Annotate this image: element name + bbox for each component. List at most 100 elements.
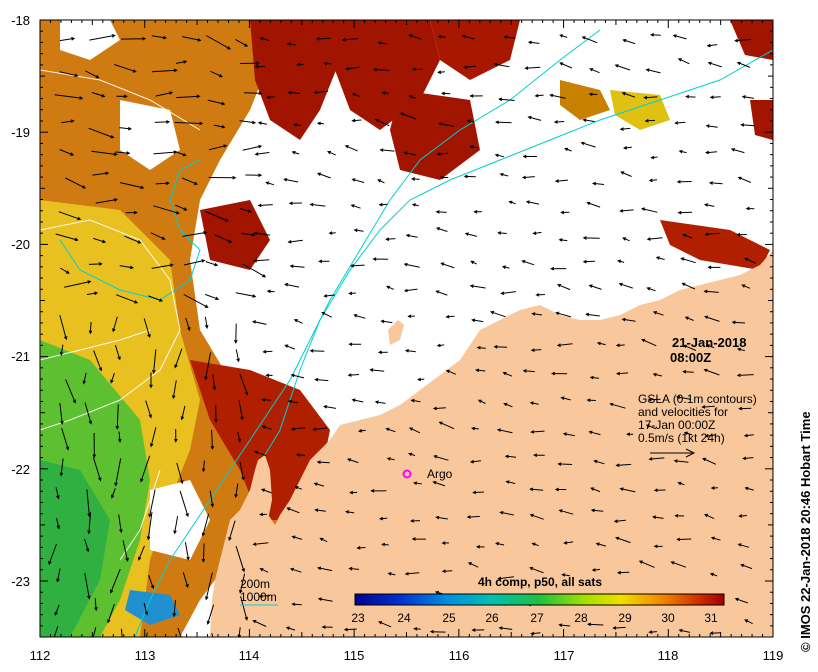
velocity-arrow xyxy=(403,151,417,156)
velocity-arrow xyxy=(622,237,630,242)
velocity-arrow xyxy=(500,291,516,295)
velocity-arrow xyxy=(296,62,304,67)
velocity-arrow xyxy=(148,295,164,302)
velocity-arrow xyxy=(706,43,718,48)
velocity-arrow xyxy=(590,487,601,493)
velocity-arrow xyxy=(615,371,629,376)
velocity-arrow xyxy=(645,424,657,430)
velocity-arrow xyxy=(173,516,179,535)
velocity-arrow xyxy=(293,123,302,127)
velocity-arrow xyxy=(377,350,388,355)
velocity-arrow xyxy=(589,375,600,380)
velocity-arrow xyxy=(621,92,636,98)
velocity-arrow xyxy=(174,121,204,126)
velocity-arrow xyxy=(242,144,263,151)
velocity-arrow xyxy=(405,233,418,238)
velocity-arrow xyxy=(177,627,182,637)
velocity-arrow xyxy=(731,320,746,325)
gsla-contours xyxy=(40,69,201,561)
velocity-arrow xyxy=(262,349,273,354)
velocity-arrow xyxy=(381,542,389,547)
velocity-arrow xyxy=(92,171,110,176)
velocity-arrow xyxy=(560,210,570,215)
velocity-arrow xyxy=(680,257,696,264)
velocity-arrow xyxy=(254,64,265,69)
velocity-arrow xyxy=(84,538,90,553)
velocity-arrow xyxy=(476,345,486,350)
velocity-arrow xyxy=(92,457,102,482)
velocity-arrow xyxy=(436,152,449,156)
velocity-arrow xyxy=(445,369,456,375)
velocity-arrow xyxy=(413,481,422,486)
velocity-arrow xyxy=(59,149,75,156)
lon-label: 113 xyxy=(135,648,156,663)
velocity-arrow xyxy=(435,290,448,296)
lat-label: -23 xyxy=(11,574,30,589)
velocity-arrow xyxy=(285,626,296,631)
velocity-arrow xyxy=(84,402,93,425)
velocity-arrow xyxy=(497,231,507,235)
velocity-arrow xyxy=(648,457,665,461)
velocity-arrow xyxy=(585,312,600,317)
velocity-arrow xyxy=(323,405,336,409)
velocity-arrow xyxy=(593,459,605,465)
velocity-arrow xyxy=(522,369,535,373)
velocity-arrow xyxy=(323,294,335,298)
velocity-arrow xyxy=(348,342,362,347)
velocity-arrow xyxy=(114,64,137,73)
velocity-arrow xyxy=(326,151,336,156)
velocity-arrow xyxy=(65,177,87,189)
velocity-arrow xyxy=(678,149,687,154)
velocity-arrow xyxy=(235,38,249,47)
velocity-arrow xyxy=(377,41,387,45)
velocity-arrow xyxy=(176,94,201,99)
velocity-arrow xyxy=(441,569,453,574)
velocity-arrow xyxy=(705,124,718,128)
velocity-arrow xyxy=(313,482,325,487)
velocity-arrow xyxy=(59,344,64,356)
velocity-arrow xyxy=(152,349,157,375)
velocity-arrow xyxy=(522,154,537,159)
velocity-arrow xyxy=(86,291,99,296)
velocity-arrow xyxy=(618,282,633,289)
velocity-arrow xyxy=(253,231,270,236)
velocity-arrow xyxy=(239,207,252,213)
info-line-2: and velocities for xyxy=(638,405,728,419)
velocity-arrow xyxy=(475,368,486,373)
velocity-arrow xyxy=(61,119,75,124)
velocity-arrow xyxy=(115,151,131,155)
velocity-arrow xyxy=(201,460,206,473)
info-line-4: 0.5m/s (1kt 24h) xyxy=(638,431,725,445)
velocity-arrow xyxy=(149,427,157,448)
lon-label: 118 xyxy=(658,648,679,663)
velocity-arrow xyxy=(432,406,446,411)
velocity-arrow xyxy=(372,67,390,72)
velocity-arrow xyxy=(59,267,70,274)
velocity-arrow xyxy=(286,507,300,514)
velocity-arrow xyxy=(120,628,123,637)
velocity-arrow xyxy=(497,576,514,581)
velocity-arrow xyxy=(435,227,448,232)
velocity-arrow xyxy=(564,147,572,152)
velocity-arrow xyxy=(704,150,718,155)
velocity-arrow xyxy=(214,234,233,243)
colorbar-title: 4h comp, p50, all sats xyxy=(478,575,602,589)
velocity-arrow xyxy=(413,627,421,631)
velocity-arrow xyxy=(591,568,601,572)
velocity-arrow xyxy=(704,315,720,322)
colorbar-labels: 23 24 25 26 27 28 29 30 31 xyxy=(351,611,718,625)
velocity-arrow xyxy=(409,519,421,523)
velocity-arrow xyxy=(410,398,421,403)
velocity-arrow xyxy=(288,201,303,206)
velocity-arrow xyxy=(59,402,64,425)
velocity-arrow xyxy=(704,203,715,207)
velocity-arrow xyxy=(441,541,449,545)
velocity-arrow xyxy=(616,570,630,575)
velocity-arrow xyxy=(553,120,565,124)
velocity-arrow xyxy=(257,203,273,208)
velocity-arrow xyxy=(176,462,184,485)
velocity-arrow xyxy=(674,121,686,125)
velocity-arrow xyxy=(678,628,691,633)
velocity-arrow xyxy=(560,396,571,401)
velocity-arrow xyxy=(378,621,392,628)
